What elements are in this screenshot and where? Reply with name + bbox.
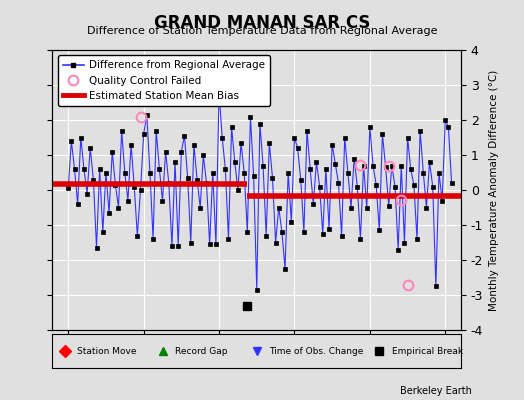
Text: Time of Obs. Change: Time of Obs. Change: [269, 346, 364, 356]
Text: Berkeley Earth: Berkeley Earth: [400, 386, 472, 396]
Y-axis label: Monthly Temperature Anomaly Difference (°C): Monthly Temperature Anomaly Difference (…: [489, 69, 499, 311]
Text: Station Move: Station Move: [77, 346, 136, 356]
Legend: Difference from Regional Average, Quality Control Failed, Estimated Station Mean: Difference from Regional Average, Qualit…: [58, 55, 270, 106]
Text: Record Gap: Record Gap: [175, 346, 227, 356]
Text: Empirical Break: Empirical Break: [391, 346, 463, 356]
Text: GRAND MANAN SAR CS: GRAND MANAN SAR CS: [154, 14, 370, 32]
Text: Difference of Station Temperature Data from Regional Average: Difference of Station Temperature Data f…: [87, 26, 437, 36]
